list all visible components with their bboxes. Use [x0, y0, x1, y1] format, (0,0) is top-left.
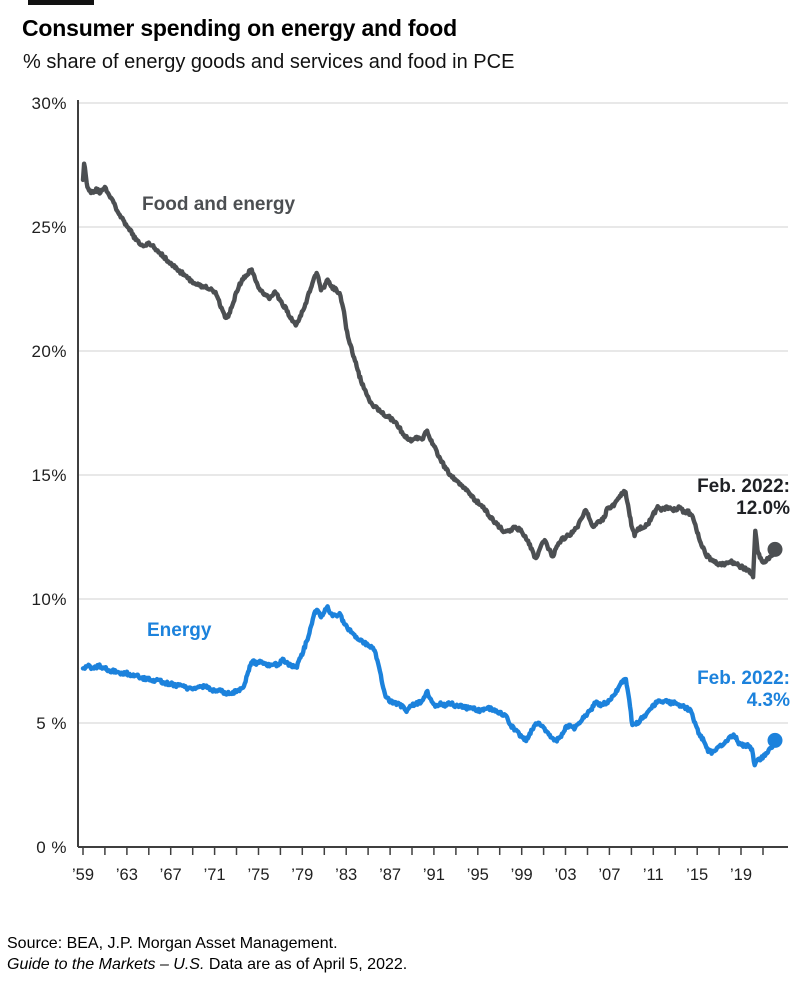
- source-line-2: Guide to the Markets – U.S. Data are as …: [7, 954, 407, 975]
- top-edge-artifact: [28, 0, 94, 5]
- annotation-energy-value: 4.3%: [746, 690, 790, 711]
- x-axis-label-1983: ’83: [335, 866, 357, 884]
- annotation-food-value: 12.0%: [736, 498, 790, 519]
- x-axis-label-1975: ’75: [247, 866, 269, 884]
- y-axis-label-30: 30%: [31, 94, 67, 113]
- x-axis-label-1971: ’71: [204, 866, 226, 884]
- annotation-food-feb-2022: Feb. 2022: 12.0%: [697, 476, 790, 520]
- source-note: Source: BEA, J.P. Morgan Asset Managemen…: [7, 933, 407, 975]
- x-axis-label-2011: ’11: [643, 866, 664, 884]
- source-line-2-rest: Data are as of April 5, 2022.: [204, 956, 408, 973]
- series-label-energy: Energy: [147, 620, 212, 641]
- x-axis-label-1959: ’59: [72, 866, 94, 884]
- annotation-energy-feb-2022: Feb. 2022: 4.3%: [697, 668, 790, 712]
- y-axis-label-5: 5 %: [36, 714, 67, 733]
- y-axis-label-25: 25%: [31, 218, 67, 237]
- x-axis-label-1963: ’63: [116, 866, 138, 884]
- x-axis-label-1991: ’91: [423, 866, 445, 884]
- x-axis-label-2003: ’03: [554, 866, 576, 884]
- series-line-food-and-energy: [80, 161, 778, 580]
- x-axis-label-1979: ’79: [291, 866, 313, 884]
- chart-title: Consumer spending on energy and food: [22, 15, 457, 41]
- y-axis-label-20: 20%: [31, 342, 67, 361]
- source-gtm-italic: Guide to the Markets – U.S.: [7, 956, 205, 973]
- x-axis-label-1987: ’87: [379, 866, 401, 884]
- y-axis-label-0: 0 %: [36, 838, 67, 857]
- series-label-food-and-energy: Food and energy: [142, 194, 296, 215]
- series-end-dot-food-and-energy: [767, 541, 783, 557]
- x-axis-label-2007: ’07: [598, 866, 620, 884]
- y-axis-label-15: 15%: [31, 466, 67, 485]
- series-line-energy: [80, 604, 778, 768]
- y-axis-label-10: 10%: [31, 590, 67, 609]
- source-line-1: Source: BEA, J.P. Morgan Asset Managemen…: [7, 935, 338, 952]
- x-axis-label-1995: ’95: [467, 866, 489, 884]
- series-end-dot-energy: [767, 732, 783, 748]
- annotation-food-label: Feb. 2022:: [697, 476, 790, 497]
- x-axis-label-2019: ’19: [730, 866, 752, 884]
- x-axis-label-1967: ’67: [160, 866, 182, 884]
- chart-subtitle: % share of energy goods and services and…: [23, 51, 515, 73]
- x-axis-label-1999: ’99: [511, 866, 533, 884]
- x-axis-label-2015: ’15: [686, 866, 708, 884]
- annotation-energy-label: Feb. 2022:: [697, 668, 790, 689]
